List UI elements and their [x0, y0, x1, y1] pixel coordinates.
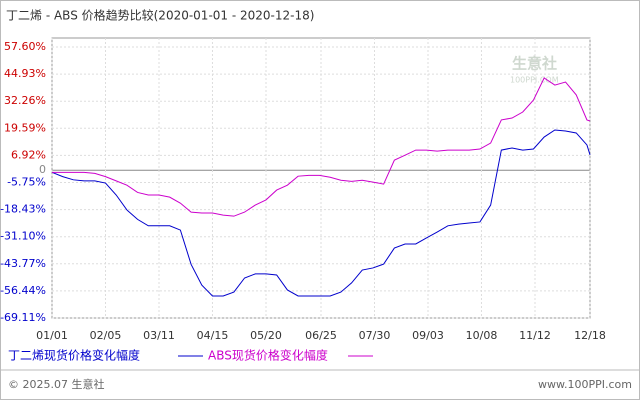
legend-label: 丁二烯现货价格变化幅度 [8, 348, 140, 363]
x-tick-label: 11/12 [519, 329, 551, 342]
y-tick-label: 6.92% [11, 148, 46, 161]
watermark: 100PPI.COM [510, 76, 559, 85]
x-tick-label: 07/30 [359, 329, 391, 342]
y-tick-label: 0 [39, 163, 46, 176]
y-tick-label: -18.43% [0, 203, 46, 216]
y-tick-label: 32.26% [4, 94, 46, 107]
x-tick-label: 01/01 [36, 329, 68, 342]
y-tick-label: 44.93% [4, 67, 46, 80]
y-tick-label: -69.11% [0, 311, 46, 324]
y-tick-label: -31.10% [0, 230, 46, 243]
x-tick-label: 10/08 [466, 329, 498, 342]
x-tick-label: 12/18 [574, 329, 606, 342]
series-line [51, 129, 591, 297]
y-tick-label: -43.77% [0, 257, 46, 270]
legend-label: ABS现货价格变化幅度 [208, 348, 328, 363]
y-tick-label: -5.75% [7, 175, 46, 188]
series-line [52, 77, 591, 217]
footer-right: www.100PPI.com [538, 378, 632, 391]
x-tick-label: 04/15 [197, 329, 229, 342]
chart-title: 丁二烯 - ABS 价格趋势比较(2020-01-01 - 2020-12-18… [6, 8, 314, 23]
x-tick-label: 03/11 [143, 329, 175, 342]
x-tick-label: 05/20 [250, 329, 282, 342]
x-tick-label: 09/03 [412, 329, 444, 342]
footer-left: © 2025.07 生意社 [8, 377, 104, 391]
y-tick-label: -56.44% [0, 284, 46, 297]
y-tick-label: 19.59% [4, 121, 46, 134]
x-tick-label: 06/25 [305, 329, 337, 342]
x-tick-label: 02/05 [90, 329, 122, 342]
y-tick-label: 57.60% [4, 40, 46, 53]
